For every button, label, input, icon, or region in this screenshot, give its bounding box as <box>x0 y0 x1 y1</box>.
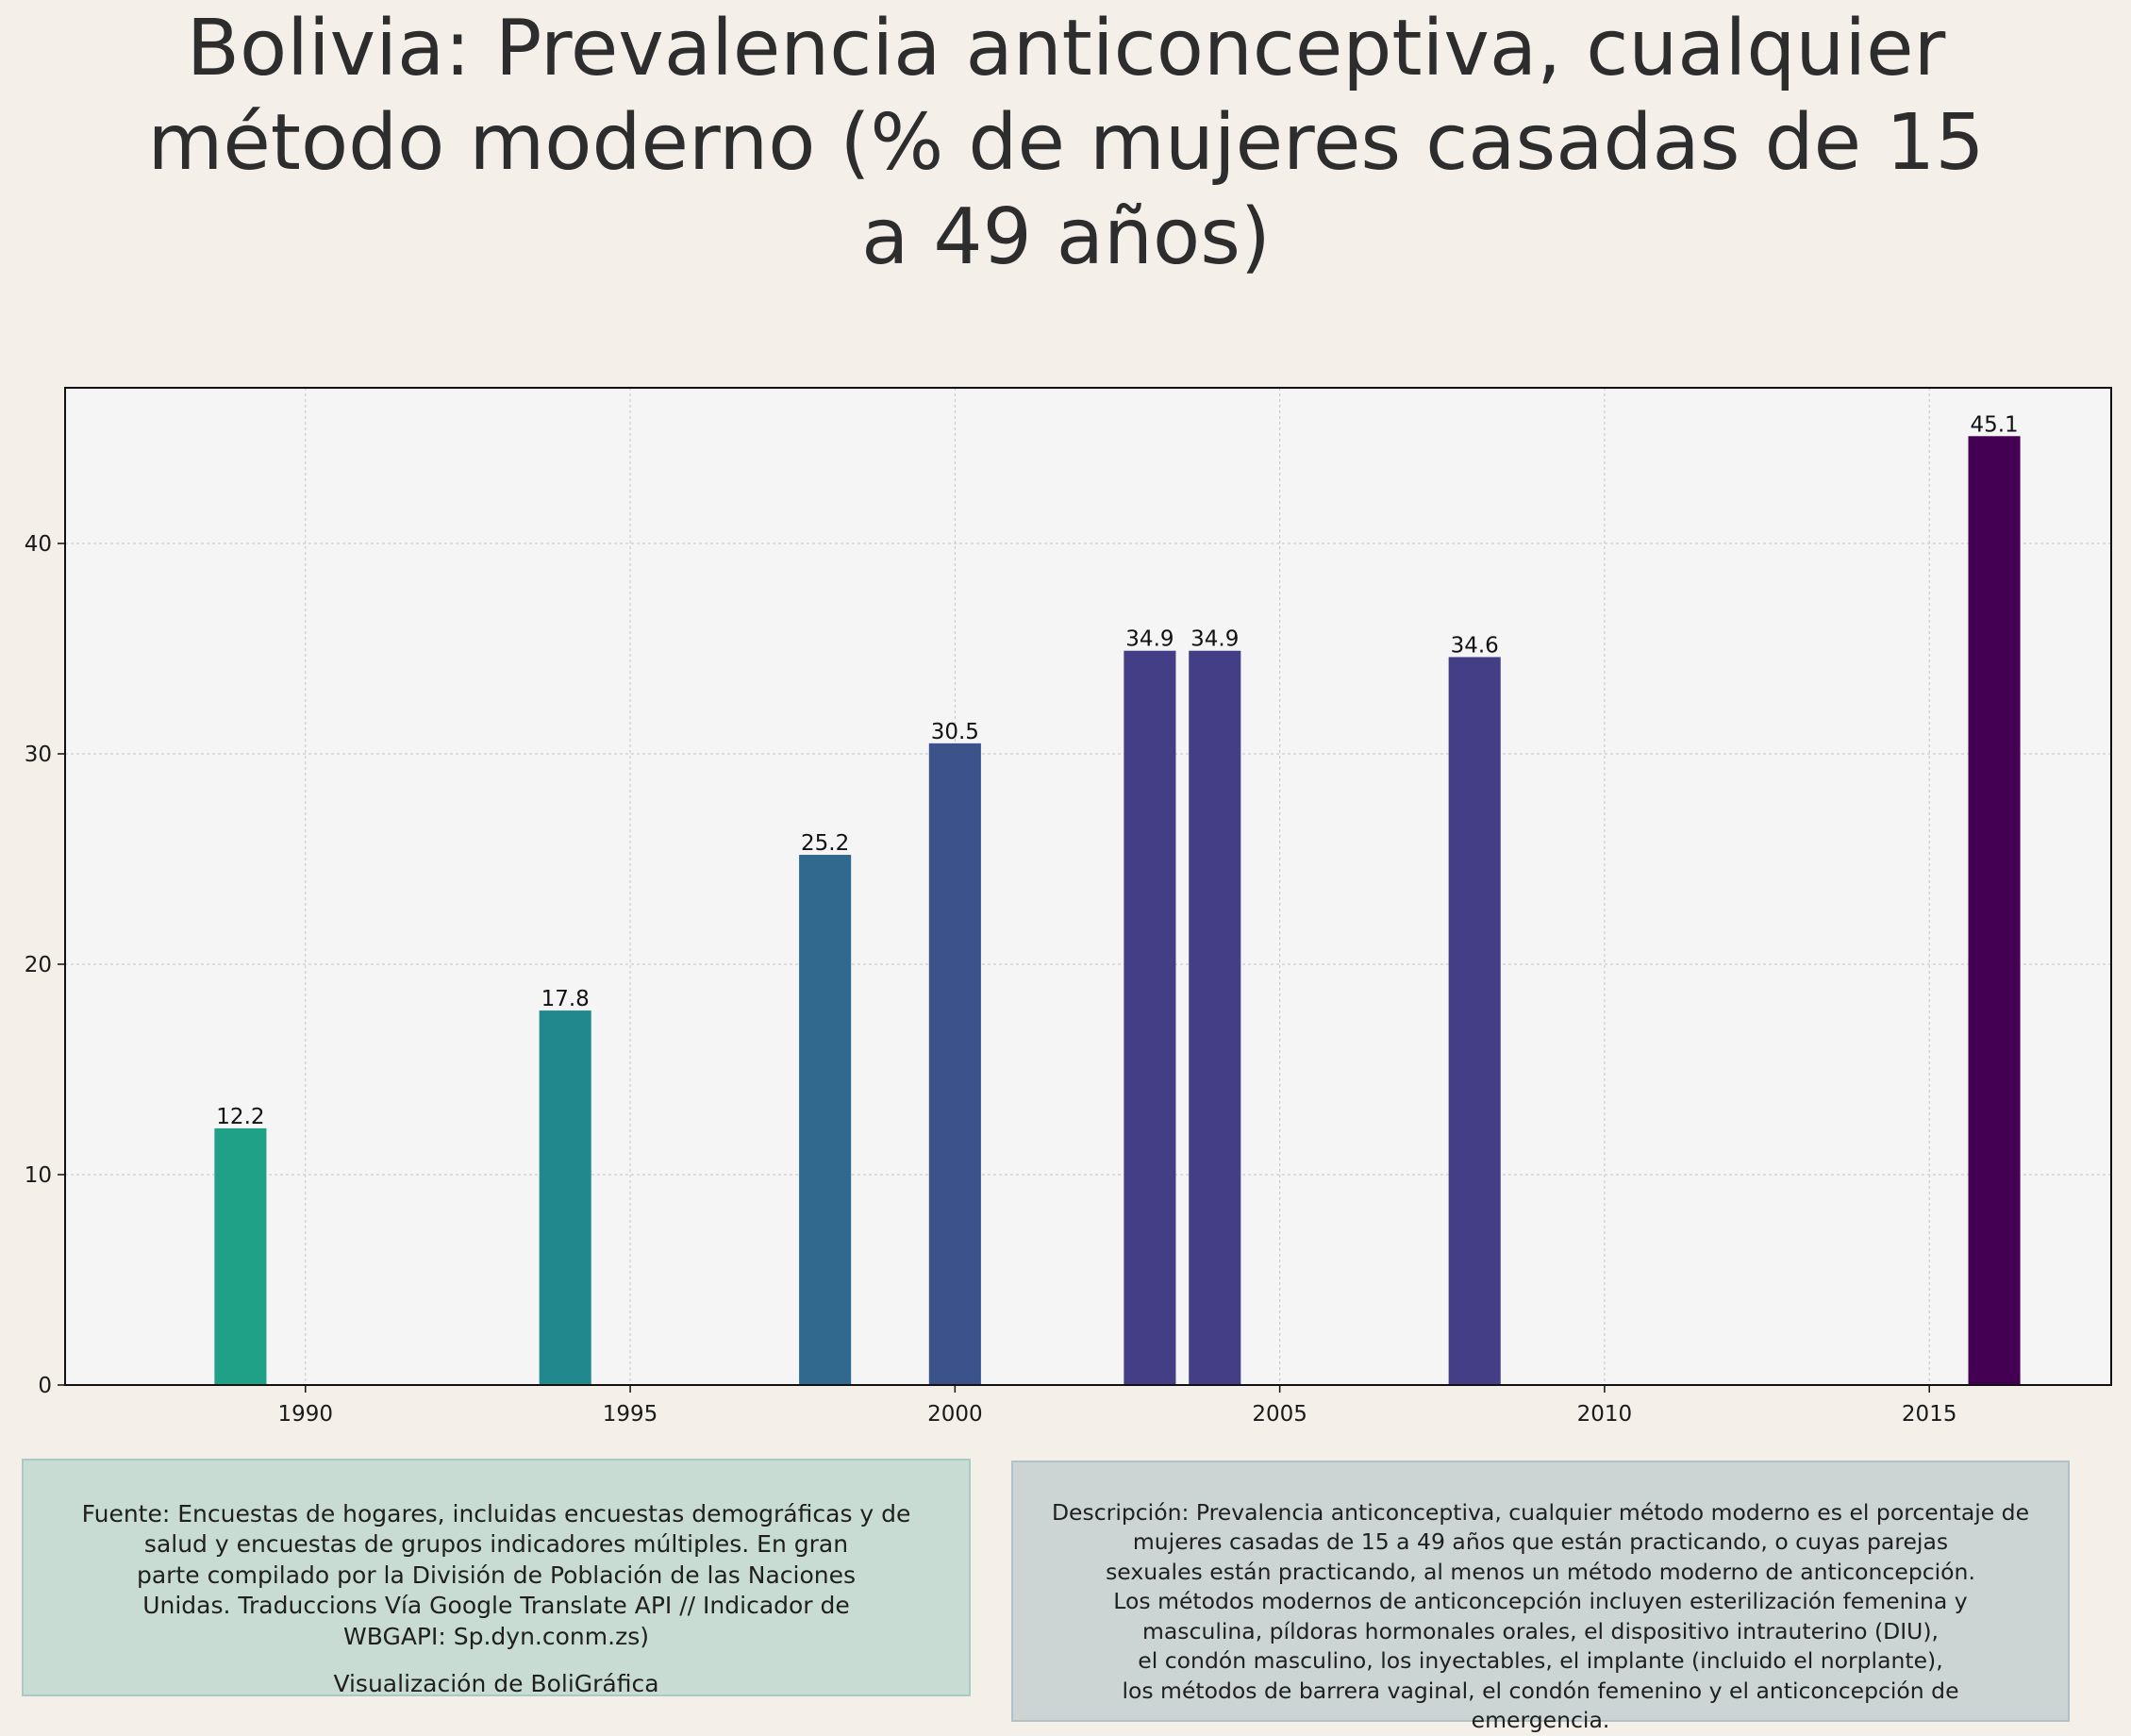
bar <box>1189 650 1241 1385</box>
bar-value-label: 34.6 <box>1451 633 1499 658</box>
bar-value-label: 30.5 <box>931 720 979 744</box>
bar <box>539 1010 591 1385</box>
x-tick-label: 2000 <box>927 1402 983 1427</box>
bar-value-label: 25.2 <box>801 831 849 856</box>
chart-title: Bolivia: Prevalencia anticonceptiva, cua… <box>147 4 1985 282</box>
x-tick-label: 2015 <box>1902 1402 1957 1427</box>
description-note: Descripción: Prevalencia anticonceptiva,… <box>1011 1461 2070 1733</box>
source-note: Fuente: Encuestas de hogares, incluidas … <box>22 1459 971 1697</box>
bar-value-label: 45.1 <box>1970 412 2018 437</box>
y-tick-label: 40 <box>25 532 52 557</box>
y-tick-label: 30 <box>25 743 52 767</box>
x-axis: 1990 1995 2000 2005 2010 2015 <box>277 1385 1956 1427</box>
bar-chart: 12.217.825.230.534.9 34.9 34.645.1 1990 199… <box>25 387 2112 1427</box>
bars <box>214 436 2021 1385</box>
y-tick-label: 0 <box>38 1374 52 1398</box>
x-tick-label: 1990 <box>277 1402 333 1427</box>
x-tick-label: 2010 <box>1577 1402 1633 1427</box>
bar <box>1448 657 1501 1385</box>
bar <box>1968 436 2021 1385</box>
bar-value-label: 17.8 <box>541 987 590 1011</box>
bar <box>214 1127 267 1385</box>
bar <box>1124 650 1176 1385</box>
y-tick-label: 20 <box>25 953 52 977</box>
credit-text: Visualización de BoliGráfica <box>333 1670 659 1697</box>
bar-value-label: 12.2 <box>216 1105 264 1129</box>
bar-value-label: 34.9 <box>1190 627 1239 652</box>
plot-area <box>65 388 2111 1385</box>
source-text: Fuente: Encuestas de hogares, incluidas … <box>81 1499 911 1650</box>
x-tick-label: 2005 <box>1252 1402 1307 1427</box>
plot-frame <box>64 387 2112 1386</box>
bar <box>799 855 852 1385</box>
bar <box>928 743 981 1385</box>
description-text: Descripción: Prevalencia anticonceptiva,… <box>1051 1498 2030 1734</box>
y-axis: 0 10 20 30 40 <box>25 532 65 1398</box>
data-labels: 12.2 17.8 25.2 30.5 34.9 34.9 34.6 45.1 <box>216 412 2018 1129</box>
y-tick-label: 10 <box>25 1163 52 1188</box>
bar-value-label: 34.9 <box>1125 627 1174 652</box>
x-tick-label: 1995 <box>603 1402 658 1427</box>
